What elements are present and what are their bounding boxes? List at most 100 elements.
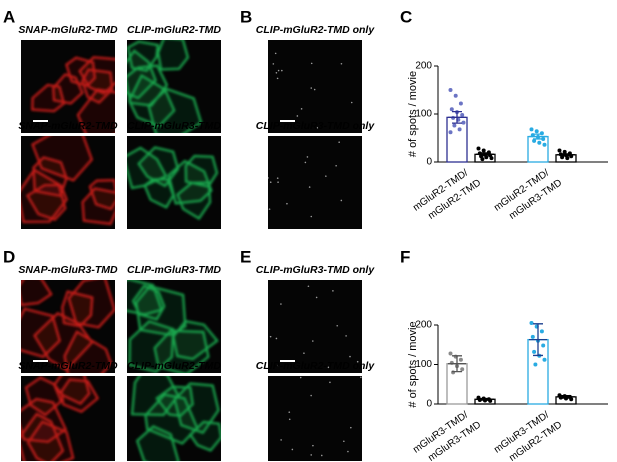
spot xyxy=(272,63,275,65)
cells xyxy=(31,56,115,133)
error-bar xyxy=(529,133,547,140)
image-title: CLIP-mGluR2-TMD only xyxy=(256,24,376,36)
error-bar xyxy=(476,152,494,157)
cell-membrane xyxy=(76,88,115,133)
spot xyxy=(303,352,305,354)
spot xyxy=(280,439,282,441)
data-point xyxy=(530,334,535,339)
cell-membrane xyxy=(128,320,175,373)
data-point xyxy=(542,357,547,362)
cells xyxy=(127,40,203,133)
cell-membrane xyxy=(135,425,180,461)
spot xyxy=(268,208,271,210)
spot xyxy=(310,394,312,397)
data-point xyxy=(541,136,546,141)
spot xyxy=(332,290,334,292)
data-point xyxy=(489,156,494,161)
cell-membrane xyxy=(24,376,63,417)
micrograph xyxy=(268,376,362,461)
cell-membrane xyxy=(127,40,160,73)
spot xyxy=(335,164,337,167)
cell-membrane xyxy=(21,280,53,307)
spot xyxy=(277,69,280,72)
spot xyxy=(307,285,310,288)
data-point xyxy=(460,112,465,117)
error-bar xyxy=(529,323,547,357)
spot xyxy=(288,418,291,421)
data-point xyxy=(529,127,534,132)
spot xyxy=(276,364,279,367)
image-title: SNAP-mGluR2-TMD xyxy=(18,360,118,372)
fluorescence xyxy=(130,376,221,461)
cell-membrane xyxy=(26,420,75,461)
micrograph xyxy=(268,40,362,133)
fluorescence xyxy=(21,136,115,226)
data-point xyxy=(562,149,567,154)
spot xyxy=(304,161,307,164)
cell-membrane xyxy=(61,290,94,328)
spot xyxy=(338,141,340,144)
data-point xyxy=(476,146,481,151)
cells xyxy=(130,376,221,461)
spot xyxy=(313,88,316,91)
spot xyxy=(312,444,314,447)
data-point xyxy=(537,140,542,145)
spot xyxy=(291,448,294,451)
y-tick-label: 100 xyxy=(415,109,432,120)
spot xyxy=(327,366,330,369)
y-axis-label: # of spots / movie xyxy=(407,321,419,407)
data-point xyxy=(449,107,454,112)
micrograph xyxy=(268,280,362,373)
image-title: SNAP-mGluR3-TMD xyxy=(18,264,118,276)
spot xyxy=(286,202,288,205)
y-tick-label: 200 xyxy=(415,61,432,72)
image-title: SNAP-mGluR2-TMD xyxy=(18,120,118,132)
data-point xyxy=(534,129,539,134)
image-title: CLIP-mGluR2-TMD xyxy=(127,360,221,372)
panel-label: B xyxy=(240,7,252,26)
spot xyxy=(360,376,362,379)
bar xyxy=(527,135,549,163)
spot xyxy=(269,181,272,184)
data-point xyxy=(461,120,466,125)
cell-membrane xyxy=(63,330,113,373)
spot xyxy=(310,454,313,456)
data-point xyxy=(532,349,537,354)
spot xyxy=(350,101,353,104)
spot xyxy=(276,77,279,80)
spot xyxy=(310,62,313,65)
cell-membrane xyxy=(21,168,68,224)
panel-label: D xyxy=(3,247,15,266)
spot xyxy=(310,215,313,218)
fluorescence xyxy=(272,52,353,129)
image-title: CLIP-mGluR2-TMD xyxy=(127,24,221,36)
fluorescence xyxy=(127,146,219,220)
spot xyxy=(310,87,313,89)
cells xyxy=(21,280,115,373)
micrograph xyxy=(268,136,362,229)
spot xyxy=(300,108,303,110)
cell-membrane xyxy=(127,280,163,316)
spot xyxy=(336,324,339,327)
data-point xyxy=(565,156,570,161)
spot xyxy=(329,381,331,384)
cells xyxy=(21,136,115,226)
fluorescence xyxy=(280,376,362,457)
data-point xyxy=(557,148,562,153)
cell-membrane xyxy=(81,187,115,226)
cell-membrane xyxy=(156,40,190,71)
fluorescence xyxy=(127,40,203,133)
panel-label: F xyxy=(400,247,410,266)
cells xyxy=(127,146,219,220)
data-point xyxy=(448,130,453,135)
fluorescence xyxy=(31,56,115,133)
spot xyxy=(288,411,291,413)
spot xyxy=(350,426,352,429)
spot xyxy=(269,335,272,338)
data-point xyxy=(448,351,453,356)
spot xyxy=(340,62,343,65)
spot xyxy=(343,440,345,443)
panel-label: A xyxy=(3,7,15,26)
fluorescence xyxy=(21,376,100,461)
